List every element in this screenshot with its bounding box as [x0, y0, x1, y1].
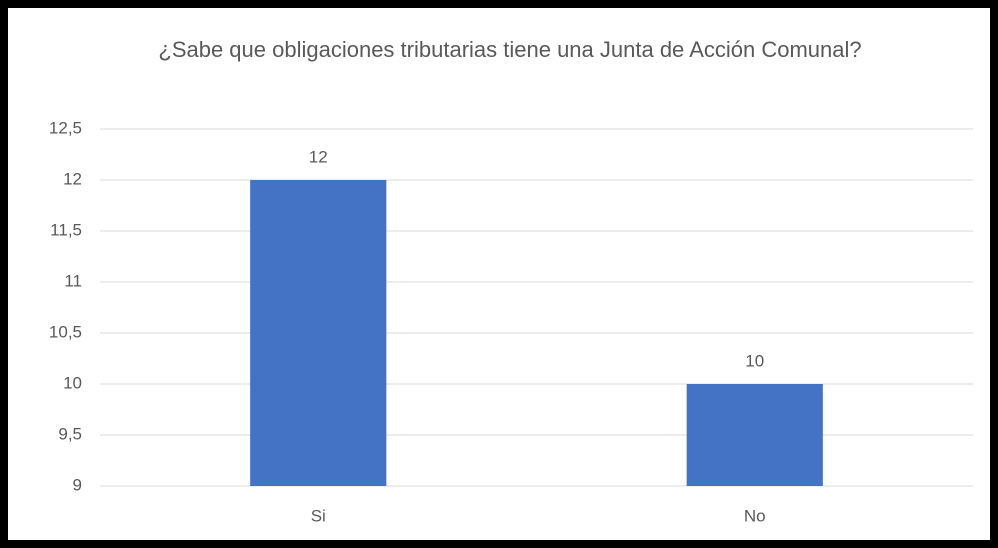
data-label: 10 — [745, 351, 764, 370]
bar — [686, 384, 823, 486]
bar — [250, 180, 387, 486]
y-tick-label: 12,5 — [49, 118, 82, 137]
data-label: 12 — [309, 147, 328, 166]
chart-frame — [8, 8, 990, 540]
y-tick-label: 9,5 — [58, 424, 82, 443]
y-tick-label: 12 — [63, 169, 82, 188]
y-tick-label: 11 — [64, 271, 82, 290]
y-tick-label: 10,5 — [49, 322, 82, 341]
y-tick-label: 10 — [63, 373, 82, 392]
y-tick-label: 9 — [73, 475, 82, 494]
x-tick-label: Si — [311, 506, 326, 525]
y-tick-label: 11,5 — [50, 220, 82, 239]
chart-title: ¿Sabe que obligaciones tributarias tiene… — [158, 37, 862, 62]
x-tick-label: No — [744, 506, 766, 525]
